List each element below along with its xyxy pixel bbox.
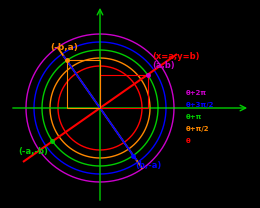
Text: θ+π/2: θ+π/2 (186, 126, 210, 132)
Text: θ+2π: θ+2π (186, 90, 207, 96)
Text: θ: θ (186, 138, 191, 144)
Text: θ+3π/2: θ+3π/2 (186, 102, 214, 108)
Text: (a,b): (a,b) (153, 61, 175, 70)
Text: (-a,-b): (-a,-b) (19, 147, 48, 156)
Text: θ+π: θ+π (186, 114, 202, 120)
Bar (100, 75, 147, 108)
Text: (x=a,y=b): (x=a,y=b) (153, 52, 200, 61)
Text: (b,-a): (b,-a) (135, 161, 161, 170)
Bar (67, 61, 100, 108)
Text: (-b,a): (-b,a) (50, 43, 78, 52)
